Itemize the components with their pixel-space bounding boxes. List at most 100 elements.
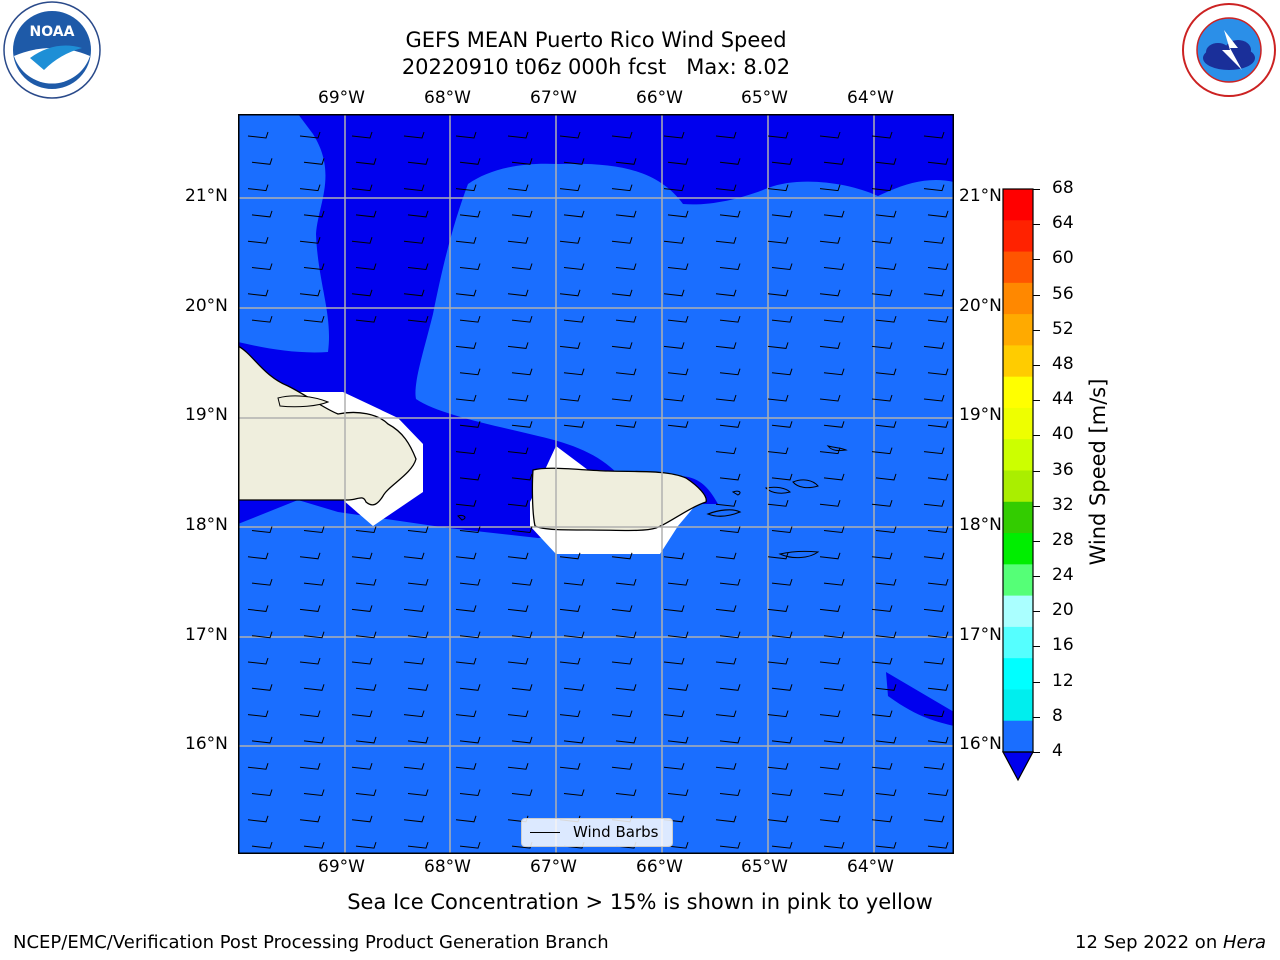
colorbar-segment [1003,282,1033,315]
wind-barb [403,237,425,244]
wind-barb [511,684,533,691]
wind-barb [303,789,325,797]
lat-label-right: 19°N [959,405,1002,425]
lat-label-right: 20°N [959,296,1002,316]
wind-barb [455,342,477,349]
wind-barb [719,736,741,744]
wind-barb [251,736,273,744]
title-line-2: 20220910 t06z 000h fcst Max: 8.02 [401,55,791,79]
wind-barb [303,841,325,849]
wind-barb [875,578,897,586]
wind-barb [719,631,741,639]
wind-barb [611,237,633,244]
lat-label-right: 16°N [959,734,1002,754]
wind-barb [559,657,581,665]
wind-barb [823,789,845,797]
colorbar [1001,188,1035,782]
wind-barb [455,289,477,297]
wind-barb [407,263,429,271]
wind-barb [715,237,737,244]
legend-line-icon [530,832,560,833]
wind-barb [923,657,945,665]
lon-label-bottom: 68°W [424,857,471,877]
wind-barb [403,710,425,718]
wind-barb [507,763,529,770]
wind-barb [715,447,737,455]
wind-barb [823,368,845,376]
wind-barb [251,210,273,218]
wind-barb [407,684,429,691]
wind-barb [927,210,949,218]
wind-barb [351,237,373,244]
colorbar-tick-mark [1033,435,1040,437]
wind-barb [819,131,841,139]
wind-barbs [247,131,949,849]
colorbar-segment [1003,345,1033,378]
colorbar-segment [1003,407,1033,440]
wind-barb [823,315,845,323]
wind-barb [507,605,529,612]
wind-barb [611,605,633,612]
wind-barb [351,184,373,192]
wind-barb [455,500,477,507]
wind-barb [923,815,945,823]
wind-barb [767,447,789,455]
colorbar-tick-mark [1033,259,1040,261]
colorbar-tick-label: 52 [1052,318,1074,339]
wind-barb [355,841,377,849]
wind-barb [563,158,585,165]
wind-barb [611,342,633,349]
colorbar-label: Wind Speed [m/s] [1086,378,1110,566]
wind-barb [247,763,269,770]
wind-barb [767,500,789,507]
wind-barb [563,631,585,639]
wind-barb [875,368,897,376]
wind-barb [459,263,481,271]
wind-barb [563,789,585,797]
footer-right: 12 Sep 2022 on Hera [1075,932,1266,953]
wind-barb [355,210,377,218]
lon-label-top: 67°W [530,88,577,108]
wind-barb [407,789,429,797]
wind-barb [299,131,321,139]
wind-barb [615,578,637,586]
wind-barb [771,210,793,218]
wind-barb [511,789,533,797]
wind-barb [927,736,949,744]
wind-field-below-4 [238,114,954,538]
wind-barb [563,684,585,691]
wind-barb [459,526,481,534]
wind-barb [507,131,529,139]
wind-barb [511,631,533,639]
wind-barb [871,289,893,297]
wind-barb [667,368,689,376]
colorbar-segment [1003,626,1033,659]
wind-barb [407,841,429,849]
wind-barb [875,789,897,797]
wind-barb [927,631,949,639]
wind-barb [767,289,789,297]
colorbar-tick-mark [1033,189,1040,190]
wind-barb [459,368,481,376]
wind-barb [771,631,793,639]
wind-barb [663,763,685,770]
colorbar-tick-mark [1033,505,1040,507]
wind-barb [511,263,533,271]
wind-barb [459,210,481,218]
wind-barb [871,500,893,507]
wind-barb [511,421,533,428]
wind-barb [767,763,789,770]
island-vieques [706,509,742,517]
wind-barb [615,421,637,428]
wind-barb [559,131,581,139]
wind-barb [871,394,893,402]
lon-label-bottom: 66°W [636,857,683,877]
wind-barb [719,526,741,534]
wind-barb [615,631,637,639]
wind-barb [563,736,585,744]
wind-barb [615,263,637,271]
wind-barb [355,578,377,586]
colorbar-tick-mark [1033,540,1040,542]
wind-barb [875,158,897,165]
colorbar-tick-label: 36 [1052,459,1074,480]
